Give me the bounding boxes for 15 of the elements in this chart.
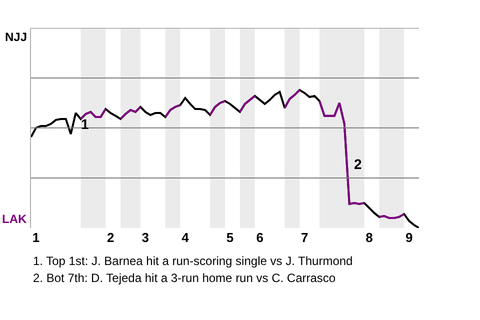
x-tick-label: 2 xyxy=(106,230,114,245)
text: LAK xyxy=(2,212,27,226)
x-tick-label: 1 xyxy=(32,230,40,245)
text: NJJ xyxy=(5,30,28,44)
x-tick-label: 9 xyxy=(405,230,413,245)
x-tick-label: 3 xyxy=(142,230,150,245)
x-tick-label: 5 xyxy=(226,230,234,245)
x-tick-label: 4 xyxy=(182,230,190,245)
x-tick-label: 7 xyxy=(300,230,308,245)
annotation: 1 xyxy=(81,116,89,132)
x-tick-label: 8 xyxy=(366,230,373,245)
x-tick-label: 6 xyxy=(256,230,264,245)
text: 1. Top 1st: J. Barnea hit a run-scoring single vs J. Thurmond xyxy=(33,254,353,268)
text: 2. Bot 7th: D. Tejeda hit a 3-run home run vs C. Carrasco xyxy=(33,271,336,285)
annotation: 2 xyxy=(354,156,362,172)
